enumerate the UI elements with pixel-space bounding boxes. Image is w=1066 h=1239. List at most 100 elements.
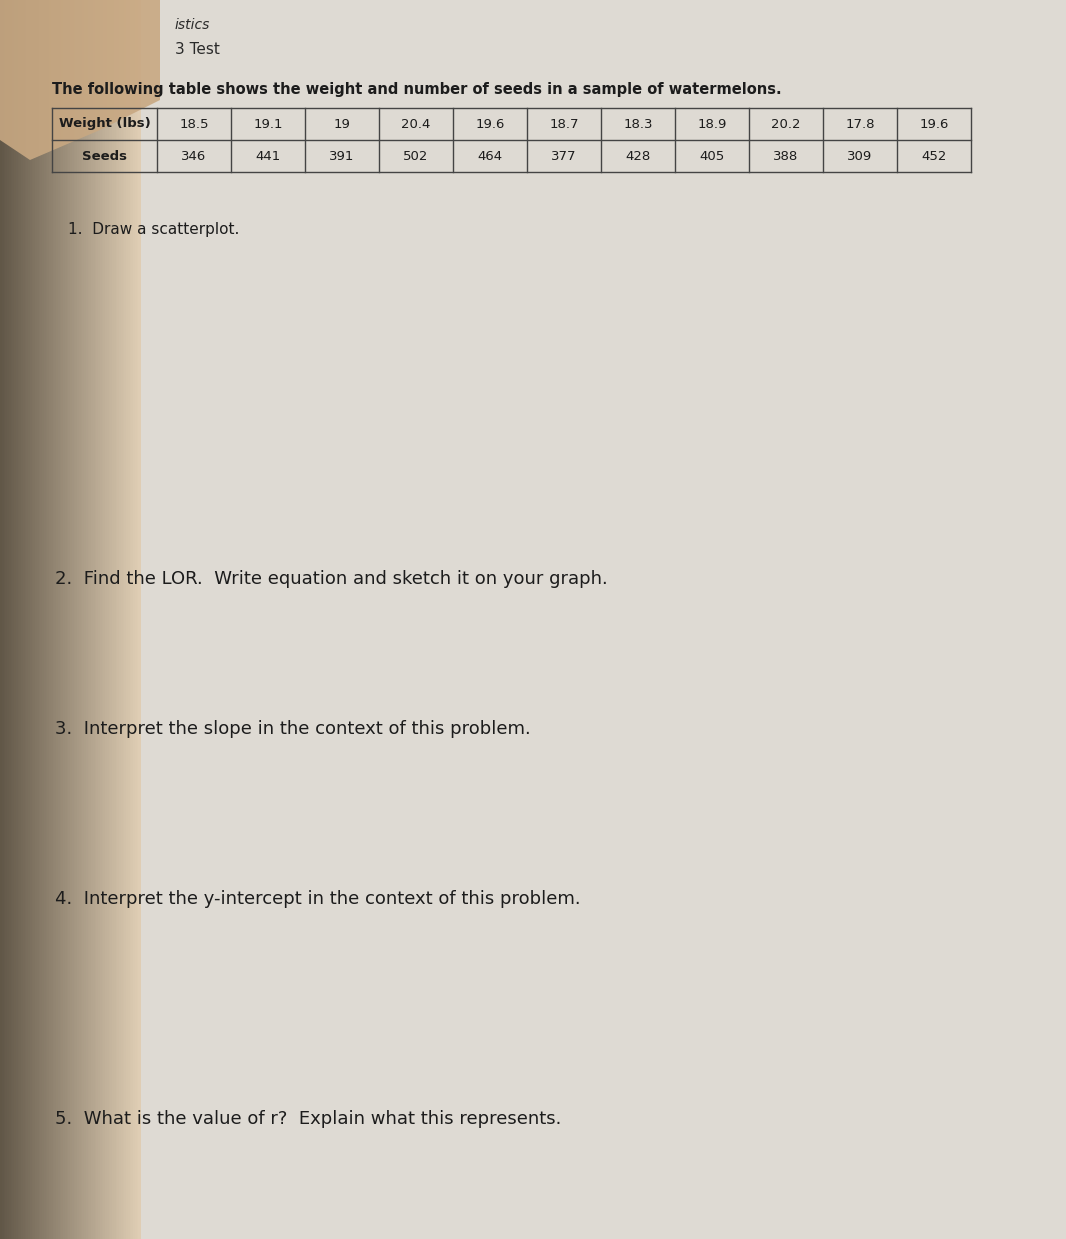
Text: Seeds: Seeds — [82, 150, 127, 162]
Bar — [54, 0, 56, 1239]
Text: 309: 309 — [847, 150, 873, 162]
Bar — [66, 0, 68, 1239]
Bar — [126, 0, 128, 1239]
Bar — [134, 0, 138, 1239]
Bar — [129, 0, 132, 1239]
Bar — [28, 0, 30, 1239]
Bar — [58, 0, 60, 1239]
Bar — [101, 0, 103, 1239]
Bar — [87, 0, 90, 1239]
Text: 18.7: 18.7 — [549, 118, 579, 130]
Bar — [115, 0, 117, 1239]
Bar — [120, 0, 123, 1239]
Bar — [74, 0, 77, 1239]
Bar — [133, 0, 134, 1239]
Bar — [56, 0, 59, 1239]
Bar — [96, 0, 99, 1239]
Bar — [115, 0, 118, 1239]
Bar — [2, 0, 3, 1239]
Bar — [109, 0, 111, 1239]
Bar — [82, 0, 85, 1239]
Bar — [22, 0, 26, 1239]
Bar — [110, 0, 113, 1239]
Bar — [117, 0, 119, 1239]
Bar — [131, 0, 134, 1239]
Bar — [87, 0, 91, 1239]
Bar — [14, 0, 17, 1239]
Bar — [7, 0, 9, 1239]
Bar — [85, 0, 87, 1239]
Bar — [46, 0, 48, 1239]
Bar — [123, 0, 125, 1239]
Bar — [12, 0, 15, 1239]
Text: The following table shows the weight and number of seeds in a sample of watermel: The following table shows the weight and… — [52, 82, 781, 97]
Bar — [74, 0, 76, 1239]
Bar — [12, 0, 14, 1239]
Bar — [28, 0, 31, 1239]
Bar — [46, 0, 47, 1239]
Bar — [98, 0, 101, 1239]
Bar — [133, 0, 135, 1239]
Bar — [84, 0, 85, 1239]
Text: 502: 502 — [403, 150, 429, 162]
Text: 441: 441 — [256, 150, 280, 162]
Bar — [21, 0, 22, 1239]
Bar — [103, 0, 106, 1239]
Bar — [117, 0, 120, 1239]
Bar — [61, 0, 63, 1239]
Text: 19.6: 19.6 — [919, 118, 949, 130]
Text: 20.4: 20.4 — [401, 118, 431, 130]
Bar — [134, 0, 136, 1239]
Bar — [30, 0, 32, 1239]
Bar — [126, 0, 129, 1239]
Text: 18.5: 18.5 — [179, 118, 209, 130]
Bar — [58, 0, 61, 1239]
Bar — [125, 0, 127, 1239]
Bar — [63, 0, 66, 1239]
Bar — [77, 0, 80, 1239]
Text: 1.  Draw a scatterplot.: 1. Draw a scatterplot. — [68, 222, 240, 237]
Bar — [19, 0, 22, 1239]
Bar — [136, 0, 139, 1239]
Text: 346: 346 — [181, 150, 207, 162]
Bar — [42, 0, 44, 1239]
Bar — [36, 0, 38, 1239]
Bar — [9, 0, 11, 1239]
Bar — [52, 0, 55, 1239]
Bar — [81, 0, 82, 1239]
Bar — [120, 0, 124, 1239]
Text: 19.1: 19.1 — [254, 118, 282, 130]
Text: 3 Test: 3 Test — [175, 42, 220, 57]
Bar — [42, 0, 45, 1239]
Bar — [19, 0, 21, 1239]
Bar — [103, 0, 104, 1239]
Bar — [17, 0, 19, 1239]
Bar — [82, 0, 84, 1239]
Bar — [76, 0, 78, 1239]
Text: 20.2: 20.2 — [771, 118, 801, 130]
Bar — [107, 0, 109, 1239]
Bar — [79, 0, 81, 1239]
Bar — [114, 0, 116, 1239]
Bar — [51, 0, 52, 1239]
Bar — [90, 0, 91, 1239]
Text: 2.  Find the LOR.  Write equation and sketch it on your graph.: 2. Find the LOR. Write equation and sket… — [55, 570, 608, 589]
Bar — [119, 0, 122, 1239]
Bar — [128, 0, 130, 1239]
Bar — [68, 0, 70, 1239]
Text: 19.6: 19.6 — [475, 118, 504, 130]
Bar — [44, 0, 46, 1239]
Bar — [93, 0, 95, 1239]
Bar — [71, 0, 75, 1239]
Bar — [61, 0, 64, 1239]
Bar — [2, 0, 4, 1239]
Bar — [0, 0, 3, 1239]
Bar — [70, 0, 71, 1239]
Bar — [70, 0, 72, 1239]
Bar — [63, 0, 65, 1239]
Bar — [66, 0, 69, 1239]
Bar — [104, 0, 107, 1239]
Bar — [65, 0, 67, 1239]
Bar — [96, 0, 98, 1239]
Bar — [95, 0, 96, 1239]
